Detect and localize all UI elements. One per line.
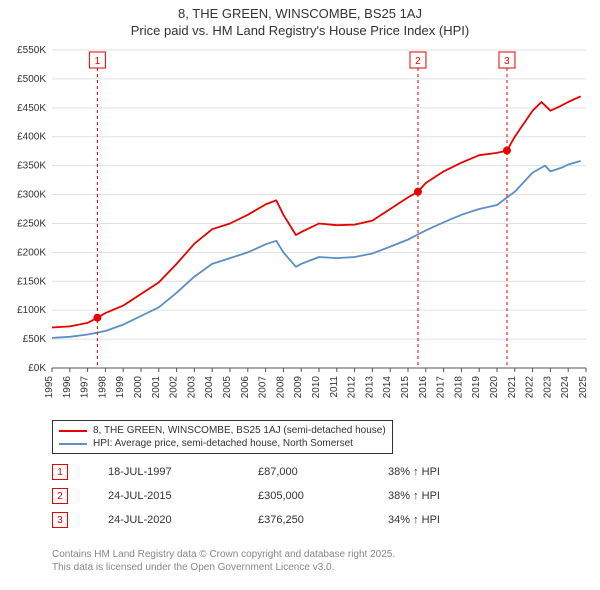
svg-text:1: 1 [95,56,101,67]
legend-label: 8, THE GREEN, WINSCOMBE, BS25 1AJ (semi-… [93,425,386,436]
svg-text:£100K: £100K [17,305,46,316]
svg-text:2003: 2003 [186,376,197,399]
event-row: 1 18-JUL-1997 £87,000 38% ↑ HPI [52,464,478,480]
svg-text:2004: 2004 [204,376,215,399]
event-date: 18-JUL-1997 [108,466,218,478]
svg-text:1997: 1997 [80,376,91,399]
legend-label: HPI: Average price, semi-detached house,… [93,438,353,449]
event-date: 24-JUL-2015 [108,490,218,502]
svg-text:2019: 2019 [471,376,482,399]
svg-text:2001: 2001 [151,376,162,399]
svg-text:£150K: £150K [17,276,46,287]
svg-text:2016: 2016 [418,376,429,399]
svg-text:3: 3 [504,56,510,67]
svg-text:1995: 1995 [44,376,55,399]
event-marker-icon: 1 [52,464,68,480]
legend-row: 8, THE GREEN, WINSCOMBE, BS25 1AJ (semi-… [59,424,386,437]
svg-text:£400K: £400K [17,132,46,143]
svg-text:2013: 2013 [364,376,375,399]
svg-text:2009: 2009 [293,376,304,399]
chart-container: 8, THE GREEN, WINSCOMBE, BS25 1AJ Price … [0,0,600,590]
event-marker-icon: 2 [52,488,68,504]
event-price: £376,250 [258,514,348,526]
svg-text:2020: 2020 [489,376,500,399]
svg-text:1996: 1996 [62,376,73,399]
event-marker-icon: 3 [52,512,68,528]
svg-text:2007: 2007 [258,376,269,399]
svg-text:2012: 2012 [347,376,358,399]
svg-text:2: 2 [415,56,421,67]
event-hpi: 38% ↑ HPI [388,490,478,502]
svg-text:2005: 2005 [222,376,233,399]
title-line1: 8, THE GREEN, WINSCOMBE, BS25 1AJ [0,6,600,23]
legend: 8, THE GREEN, WINSCOMBE, BS25 1AJ (semi-… [52,420,393,454]
title-line2: Price paid vs. HM Land Registry's House … [0,23,600,40]
svg-text:£50K: £50K [23,334,47,345]
svg-text:2011: 2011 [329,376,340,398]
svg-text:1998: 1998 [97,376,108,399]
svg-text:2021: 2021 [507,376,518,399]
svg-text:2008: 2008 [275,376,286,399]
svg-text:2025: 2025 [578,376,589,399]
svg-text:2010: 2010 [311,376,322,399]
svg-text:£200K: £200K [17,247,46,258]
footer-line2: This data is licensed under the Open Gov… [52,561,395,574]
svg-text:2022: 2022 [525,376,536,399]
svg-text:2023: 2023 [542,376,553,399]
svg-text:2015: 2015 [400,376,411,399]
svg-text:£250K: £250K [17,218,46,229]
event-hpi: 38% ↑ HPI [388,466,478,478]
svg-text:2002: 2002 [169,376,180,399]
chart-svg: £0K £50K £100K £150K £200K £250K £300K £350K £40… [0,44,600,414]
event-row: 3 24-JUL-2020 £376,250 34% ↑ HPI [52,512,478,528]
svg-text:£350K: £350K [17,161,46,172]
svg-text:2006: 2006 [240,376,251,399]
svg-text:2000: 2000 [133,376,144,399]
event-date: 24-JUL-2020 [108,514,218,526]
footer: Contains HM Land Registry data © Crown c… [52,548,395,574]
chart-area: £0K £50K £100K £150K £200K £250K £300K £350K £40… [0,44,600,414]
svg-text:£300K: £300K [17,190,46,201]
svg-text:£500K: £500K [17,74,46,85]
svg-text:2024: 2024 [560,376,571,399]
svg-text:2014: 2014 [382,376,393,399]
svg-text:2017: 2017 [436,376,447,399]
chart-title: 8, THE GREEN, WINSCOMBE, BS25 1AJ Price … [0,0,600,40]
legend-swatch-icon [59,430,87,432]
event-row: 2 24-JUL-2015 £305,000 38% ↑ HPI [52,488,478,504]
event-price: £305,000 [258,490,348,502]
legend-row: HPI: Average price, semi-detached house,… [59,437,386,450]
legend-swatch-icon [59,443,87,445]
event-hpi: 34% ↑ HPI [388,514,478,526]
svg-text:£0K: £0K [28,363,46,374]
svg-text:£550K: £550K [17,45,46,56]
svg-text:1999: 1999 [115,376,126,399]
svg-text:£450K: £450K [17,103,46,114]
events-table: 1 18-JUL-1997 £87,000 38% ↑ HPI 2 24-JUL… [52,464,478,536]
footer-line1: Contains HM Land Registry data © Crown c… [52,548,395,561]
svg-text:2018: 2018 [453,376,464,399]
event-price: £87,000 [258,466,348,478]
